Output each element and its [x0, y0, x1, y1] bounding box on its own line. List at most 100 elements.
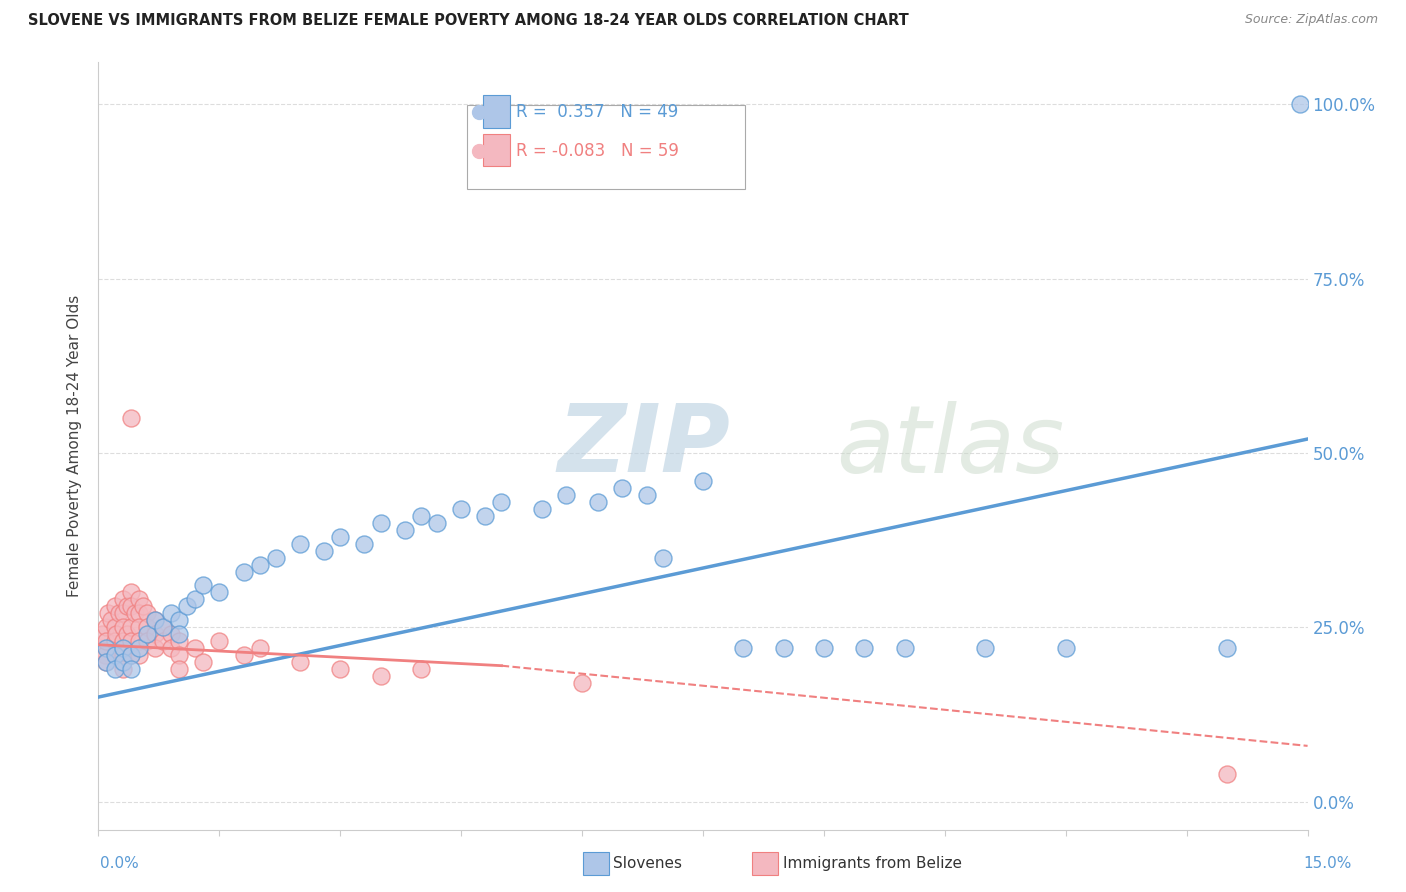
Point — [115, 599, 138, 614]
Point — [1288, 97, 1310, 112]
Point — [115, 627, 138, 641]
Point — [91, 627, 114, 641]
Point — [264, 550, 287, 565]
Point — [772, 641, 794, 656]
Text: Source: ZipAtlas.com: Source: ZipAtlas.com — [1244, 13, 1378, 27]
Point — [152, 620, 174, 634]
Point — [176, 599, 198, 614]
Point — [120, 634, 142, 648]
Point — [329, 662, 352, 676]
Point — [96, 634, 118, 648]
Text: Immigrants from Belize: Immigrants from Belize — [783, 856, 962, 871]
Point — [111, 634, 134, 648]
Point — [135, 627, 157, 641]
Point — [314, 543, 336, 558]
Point — [329, 530, 352, 544]
Point — [120, 585, 142, 599]
Point — [193, 578, 215, 592]
Point — [120, 648, 142, 663]
Point — [1054, 641, 1077, 656]
Point — [124, 607, 146, 621]
Point — [394, 523, 416, 537]
Point — [1216, 641, 1239, 656]
Point — [107, 607, 129, 621]
Point — [160, 607, 183, 621]
Point — [167, 613, 190, 627]
Point — [103, 599, 125, 614]
Text: ZIP: ZIP — [558, 400, 731, 492]
Point — [288, 655, 311, 669]
Point — [692, 474, 714, 488]
Point — [167, 634, 190, 648]
Point — [120, 662, 142, 676]
Point — [143, 627, 166, 641]
Point — [128, 607, 150, 621]
Point — [208, 634, 231, 648]
Point — [651, 550, 673, 565]
Point — [612, 481, 634, 495]
Point — [100, 613, 122, 627]
Point — [128, 641, 150, 656]
Point — [555, 488, 578, 502]
Point — [353, 536, 375, 550]
Point — [111, 620, 134, 634]
Point — [128, 648, 150, 663]
Point — [135, 620, 157, 634]
Text: R =  0.357   N = 49: R = 0.357 N = 49 — [516, 103, 678, 121]
Point — [96, 620, 118, 634]
Point — [96, 655, 118, 669]
Point — [249, 641, 271, 656]
Point — [733, 641, 755, 656]
Point — [491, 495, 513, 509]
Text: 15.0%: 15.0% — [1303, 856, 1351, 871]
Text: SLOVENE VS IMMIGRANTS FROM BELIZE FEMALE POVERTY AMONG 18-24 YEAR OLDS CORRELATI: SLOVENE VS IMMIGRANTS FROM BELIZE FEMALE… — [28, 13, 908, 29]
Point — [530, 501, 553, 516]
Point — [111, 662, 134, 676]
Point — [450, 501, 472, 516]
Point — [152, 620, 174, 634]
Bar — [482, 95, 509, 128]
Point — [103, 648, 125, 663]
Point — [103, 620, 125, 634]
Point — [893, 641, 915, 656]
Point — [853, 641, 876, 656]
Point — [143, 613, 166, 627]
Point — [232, 648, 254, 663]
Point — [409, 662, 432, 676]
Text: 0.0%: 0.0% — [100, 856, 139, 871]
Point — [135, 607, 157, 621]
Point — [184, 641, 207, 656]
Point — [586, 495, 609, 509]
Point — [152, 634, 174, 648]
Point — [160, 627, 183, 641]
Point — [128, 592, 150, 607]
Point — [167, 627, 190, 641]
Point — [120, 599, 142, 614]
Point — [111, 655, 134, 669]
Point — [167, 662, 190, 676]
Point — [636, 488, 658, 502]
Point — [193, 655, 215, 669]
Point — [111, 592, 134, 607]
Point — [370, 669, 392, 683]
Point — [426, 516, 449, 530]
Point — [103, 648, 125, 663]
Point — [409, 508, 432, 523]
Point — [571, 676, 593, 690]
Point — [96, 641, 118, 656]
Point — [96, 655, 118, 669]
Point — [103, 634, 125, 648]
Point — [111, 641, 134, 656]
Point — [370, 516, 392, 530]
Point — [474, 508, 496, 523]
Text: Slovenes: Slovenes — [613, 856, 682, 871]
Point — [813, 641, 835, 656]
Point — [1216, 766, 1239, 780]
Point — [167, 648, 190, 663]
Point — [143, 641, 166, 656]
Point — [105, 627, 128, 641]
Point — [90, 641, 112, 656]
Point — [97, 607, 120, 621]
Point — [232, 565, 254, 579]
Point — [184, 592, 207, 607]
